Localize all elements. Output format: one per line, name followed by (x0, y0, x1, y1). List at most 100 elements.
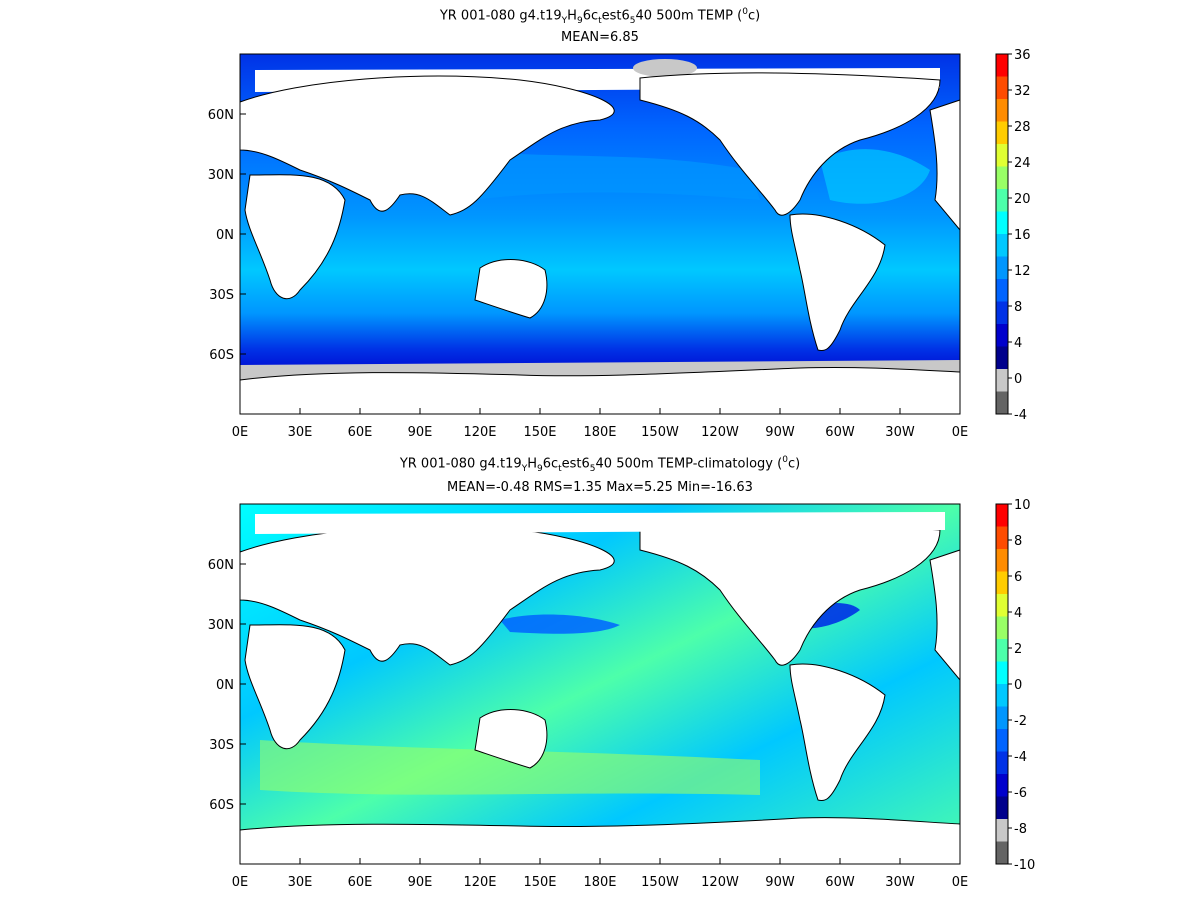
colorbar-swatch (996, 144, 1008, 167)
colorbar-swatch (996, 99, 1008, 122)
arctic-white (255, 512, 945, 534)
colorbar-tick-label: 20 (1014, 192, 1031, 207)
colorbar-swatch (996, 166, 1008, 190)
x-tick-label: 0E (232, 425, 249, 440)
x-tick-label: 150W (641, 425, 679, 440)
colorbar-swatch (996, 684, 1008, 707)
y-tick-label: 0N (216, 228, 234, 243)
x-tick-label: 0E (952, 425, 969, 440)
colorbar-swatch (996, 729, 1008, 752)
south-america (789, 213, 886, 352)
southern-ocean-warm-band (260, 740, 760, 795)
y-tick-label: 30S (209, 738, 234, 753)
x-tick-label: 60W (825, 425, 855, 440)
colorbar-tick-label: 24 (1014, 156, 1031, 171)
x-tick-label: 120E (463, 425, 496, 440)
chart1-subtitle: MEAN=6.85 (561, 30, 639, 45)
y-tick-label: 0N (216, 678, 234, 693)
x-tick-label: 90W (765, 425, 795, 440)
colorbar-tick-label: -10 (1014, 858, 1035, 873)
x-tick-label: 180E (583, 425, 616, 440)
colorbar-swatch (996, 301, 1008, 325)
x-tick-label: 0E (952, 875, 969, 890)
y-tick-label: 30N (208, 618, 234, 633)
colorbar-tick-label: 10 (1014, 498, 1031, 513)
colorbar-tick-label: -2 (1014, 714, 1027, 729)
arctic-ice (633, 59, 697, 77)
colorbar-swatch (996, 571, 1008, 595)
colorbar-swatch (996, 256, 1008, 280)
chart2-subtitle: MEAN=-0.48 RMS=1.35 Max=5.25 Min=-16.63 (447, 480, 753, 495)
y-tick-label: 30S (209, 288, 234, 303)
x-tick-label: 90E (408, 875, 433, 890)
x-tick-label: 90W (765, 875, 795, 890)
y-tick-label: 60N (208, 558, 234, 573)
x-ticks: 0E 30E 60E 90E 120E 150E 180E 150W 120W 90W 60W 30W… (232, 408, 969, 440)
colorbar-tick-label: -4 (1014, 750, 1027, 765)
colorbar-tick-label: 4 (1014, 336, 1022, 351)
colorbar-swatch (996, 54, 1008, 77)
north-america (639, 72, 941, 216)
colorbar-swatch (996, 279, 1008, 302)
x-tick-label: 60W (825, 875, 855, 890)
y-tick-label: 60N (208, 108, 234, 123)
chart1-title: YR 001-080 g4.t19YH96ctest6540 500m TEMP… (439, 7, 761, 26)
colorbar: 10 8 6 4 2 0 -2 -4 -6 -8 -10 (995, 498, 1035, 873)
y-ticks: 60N 30N 0N 30S 60S (208, 108, 246, 363)
colorbar-swatch (996, 324, 1008, 347)
colorbar-tick-label: 0 (1014, 678, 1022, 693)
south-america (789, 663, 886, 802)
x-tick-label: 60E (348, 875, 373, 890)
north-pacific-warm-band (470, 150, 760, 200)
map-area (239, 53, 961, 415)
colorbar-swatch (996, 369, 1008, 392)
antarctica (239, 366, 961, 415)
x-tick-label: 120E (463, 875, 496, 890)
x-tick-label: 120W (701, 875, 739, 890)
colorbar-tick-label: 28 (1014, 120, 1031, 135)
x-tick-label: 30E (288, 425, 313, 440)
colorbar-swatch (996, 841, 1008, 865)
colorbar-swatch (996, 751, 1008, 775)
colorbar-tick-label: -8 (1014, 822, 1027, 837)
colorbar-swatch (996, 796, 1008, 820)
x-tick-label: 180E (583, 875, 616, 890)
australia (474, 259, 548, 319)
colorbar-swatch (996, 639, 1008, 662)
colorbar-swatch (996, 706, 1008, 730)
colorbar-tick-label: 16 (1014, 228, 1031, 243)
colorbar-tick-label: 6 (1014, 570, 1022, 585)
y-ticks: 60N 30N 0N 30S 60S (208, 558, 246, 813)
eurasia (239, 75, 615, 216)
y-tick-label: 60S (209, 348, 234, 363)
x-tick-label: 30W (885, 425, 915, 440)
africa (244, 624, 346, 750)
x-tick-label: 0E (232, 875, 249, 890)
colorbar-tick-label: 12 (1014, 264, 1031, 279)
colorbar-swatch (996, 234, 1008, 257)
map-area (239, 503, 961, 865)
colorbar: 36 32 28 24 20 16 12 8 4 0 -4 (995, 48, 1031, 423)
australia (474, 709, 548, 769)
antarctica (239, 817, 961, 865)
y-tick-label: 30N (208, 168, 234, 183)
colorbar-swatch (996, 391, 1008, 415)
colorbar-swatch (996, 189, 1008, 212)
colorbar-tick-label: 8 (1014, 534, 1022, 549)
europe-east-edge (929, 549, 961, 682)
colorbar-swatch (996, 504, 1008, 527)
x-tick-label: 90E (408, 425, 433, 440)
x-tick-label: 30W (885, 875, 915, 890)
kuroshio-cold-anomaly (500, 614, 620, 634)
colorbar-swatch (996, 346, 1008, 370)
colorbar-swatch (996, 819, 1008, 842)
africa (244, 174, 346, 300)
colorbar-swatch (996, 76, 1008, 100)
colorbar-swatch (996, 774, 1008, 797)
x-tick-label: 150E (523, 425, 556, 440)
colorbar-tick-label: 2 (1014, 642, 1022, 657)
x-tick-label: 150E (523, 875, 556, 890)
x-tick-label: 150W (641, 875, 679, 890)
colorbar-tick-label: 8 (1014, 300, 1022, 315)
y-tick-label: 60S (209, 798, 234, 813)
